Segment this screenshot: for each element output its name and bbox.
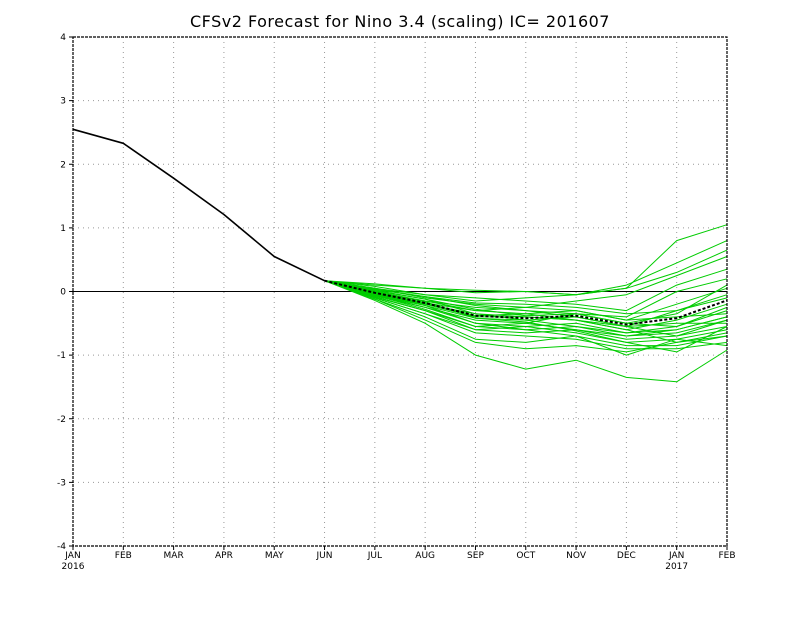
ensemble-member-line xyxy=(324,280,728,315)
ensemble-member-line xyxy=(324,280,728,343)
ensemble-member-line xyxy=(324,280,728,334)
ensemble-member-line xyxy=(324,280,728,337)
x-tick-label: JAN xyxy=(64,551,80,561)
x-tick-label: FEB xyxy=(115,551,132,561)
y-tick-label: 4 xyxy=(60,33,66,43)
plot-frame xyxy=(72,36,728,547)
ensemble-member-line xyxy=(324,280,728,353)
y-tick-label: -4 xyxy=(57,542,66,552)
observed-line xyxy=(72,128,325,282)
x-tick-label: JUL xyxy=(367,551,382,561)
ensemble-member-line xyxy=(324,280,728,337)
plot-border xyxy=(72,36,728,547)
y-tick-label: 0 xyxy=(60,288,66,298)
x-tick-label: MAR xyxy=(164,551,184,561)
ensemble-member-line xyxy=(324,280,728,324)
y-tick-label: 2 xyxy=(60,160,66,170)
ensemble-member-line xyxy=(324,280,728,343)
x-tick-label: AUG xyxy=(415,551,435,561)
ensemble-mean-line xyxy=(324,279,728,326)
x-tick-label: SEP xyxy=(467,551,484,561)
y-tick-label: -2 xyxy=(57,415,66,425)
observed-series xyxy=(72,128,325,282)
y-tick-label: 1 xyxy=(60,224,66,234)
chart-title: CFSv2 Forecast for Nino 3.4 (scaling) IC… xyxy=(190,12,610,31)
ensemble-members xyxy=(324,224,728,383)
ensemble-member-line xyxy=(324,280,728,353)
ensemble-member-line xyxy=(324,280,727,327)
x-tick-label: DEC xyxy=(617,551,636,561)
ensemble-member-line xyxy=(324,268,728,312)
x-tick-label: MAY xyxy=(265,551,284,561)
ensemble-member-line xyxy=(324,249,728,302)
ensemble-member-line xyxy=(324,224,728,296)
x-year-label: 2017 xyxy=(665,562,688,572)
y-tick-label: 3 xyxy=(60,97,66,107)
x-year-label: 2016 xyxy=(62,562,85,572)
ensemble-member-line xyxy=(324,280,728,356)
ensemble-member-line xyxy=(324,280,728,383)
x-tick-label: FEB xyxy=(718,551,735,561)
y-tick-label: -1 xyxy=(57,351,66,361)
ensemble-mean-series xyxy=(324,279,728,326)
x-tick-label: APR xyxy=(215,551,233,561)
x-tick-label: JAN xyxy=(668,551,684,561)
x-tick-label: NOV xyxy=(566,551,587,561)
x-tick-label: OCT xyxy=(516,551,535,561)
x-tick-label: JUN xyxy=(316,551,333,561)
y-tick-label: -3 xyxy=(57,478,66,488)
